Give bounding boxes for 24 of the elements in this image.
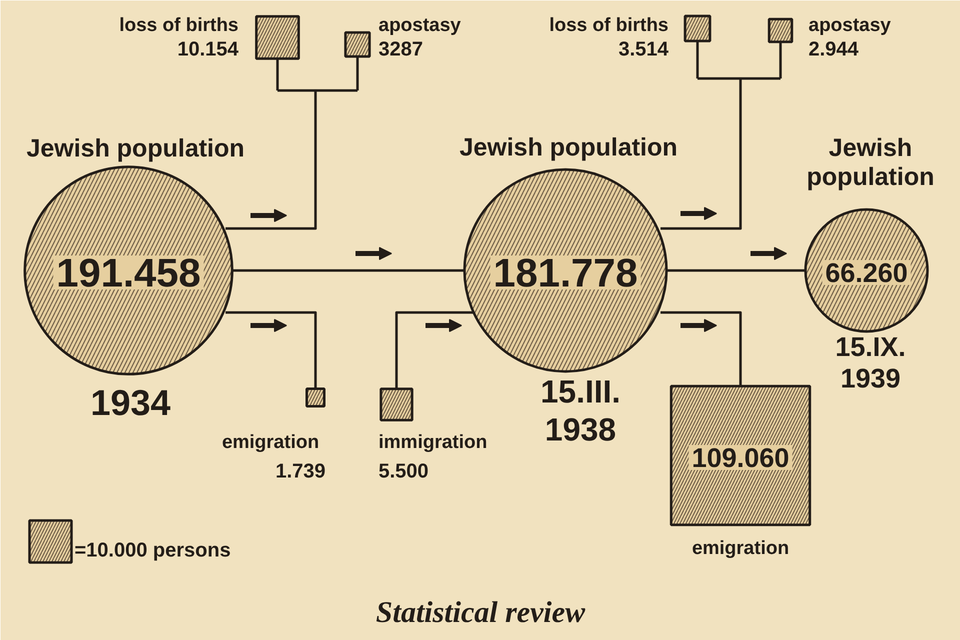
category-label: Jewish population (806, 134, 934, 192)
category-label: apostasy (378, 15, 462, 36)
data-label: 181.778 (493, 252, 638, 296)
text: =10.000 persons (74, 540, 231, 562)
category-label: apostasy (808, 15, 892, 36)
data-label: 2.944 (808, 38, 860, 60)
category-label: loss of births (549, 15, 669, 36)
text: 15.III. 1938 (540, 374, 621, 448)
data-label: 109.060 (692, 443, 790, 473)
text: 1934 (90, 382, 171, 423)
text: Statistical review (376, 596, 586, 629)
text: 15.IX. 1939 (835, 332, 906, 394)
category-label: emigration (692, 538, 790, 559)
category-label: Jewish population (459, 134, 678, 162)
category-label: loss of births (119, 15, 239, 36)
data-label: 1.739 (275, 460, 326, 482)
data-label: 3.514 (618, 38, 670, 60)
data-label: 10.154 (177, 38, 240, 60)
category-label: immigration (378, 432, 488, 453)
category-label: emigration (222, 432, 320, 453)
data-label: 191.458 (56, 252, 201, 296)
category-label: Jewish population (26, 134, 245, 162)
data-label: 5.500 (378, 460, 429, 482)
data-label: 3287 (378, 38, 423, 60)
